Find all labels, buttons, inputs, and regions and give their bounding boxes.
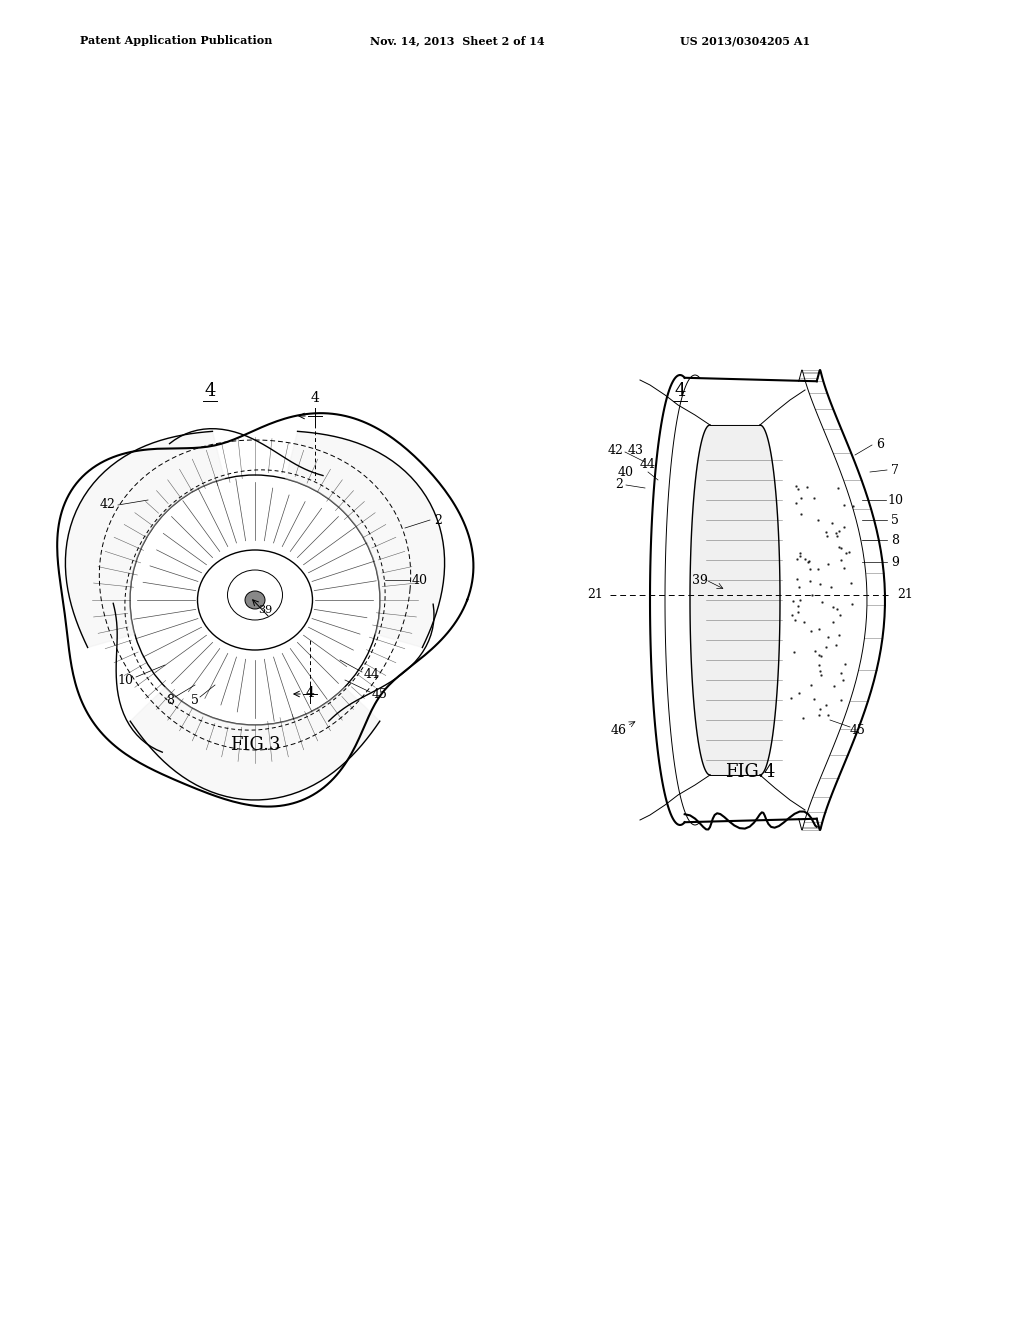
Text: 4: 4 — [205, 381, 216, 400]
Text: 8: 8 — [891, 533, 899, 546]
Text: 7: 7 — [891, 463, 899, 477]
Text: 21: 21 — [897, 589, 912, 602]
Text: FIG.4: FIG.4 — [725, 763, 775, 781]
Text: 44: 44 — [640, 458, 656, 471]
Text: 2: 2 — [615, 479, 623, 491]
Text: 5: 5 — [191, 693, 199, 706]
Text: 39: 39 — [692, 573, 708, 586]
Text: 44: 44 — [364, 668, 380, 681]
Text: 45: 45 — [850, 723, 866, 737]
Text: 4: 4 — [310, 391, 319, 405]
Text: Patent Application Publication: Patent Application Publication — [80, 36, 272, 46]
Text: 40: 40 — [412, 573, 428, 586]
Polygon shape — [130, 688, 380, 800]
Text: 45: 45 — [372, 689, 388, 701]
Polygon shape — [690, 425, 780, 775]
Text: 40: 40 — [618, 466, 634, 479]
Text: Nov. 14, 2013  Sheet 2 of 14: Nov. 14, 2013 Sheet 2 of 14 — [370, 36, 545, 46]
Text: 9: 9 — [891, 556, 899, 569]
Polygon shape — [286, 432, 444, 648]
Text: US 2013/0304205 A1: US 2013/0304205 A1 — [680, 36, 810, 46]
Text: 6: 6 — [876, 438, 884, 451]
Text: 10: 10 — [117, 673, 133, 686]
Text: 42: 42 — [100, 499, 116, 511]
Text: 5: 5 — [891, 513, 899, 527]
Text: 4: 4 — [305, 686, 314, 700]
Text: 39: 39 — [258, 605, 272, 615]
Text: 10: 10 — [887, 494, 903, 507]
Text: 42: 42 — [608, 444, 624, 457]
Text: 8: 8 — [166, 693, 174, 706]
Text: 46: 46 — [611, 723, 627, 737]
Ellipse shape — [245, 591, 265, 609]
Polygon shape — [66, 432, 224, 648]
Text: 21: 21 — [587, 589, 603, 602]
Text: 43: 43 — [628, 444, 644, 457]
Text: 4: 4 — [675, 381, 686, 400]
Text: FIG.3: FIG.3 — [229, 737, 281, 754]
Ellipse shape — [198, 550, 312, 649]
Text: 2: 2 — [434, 513, 442, 527]
